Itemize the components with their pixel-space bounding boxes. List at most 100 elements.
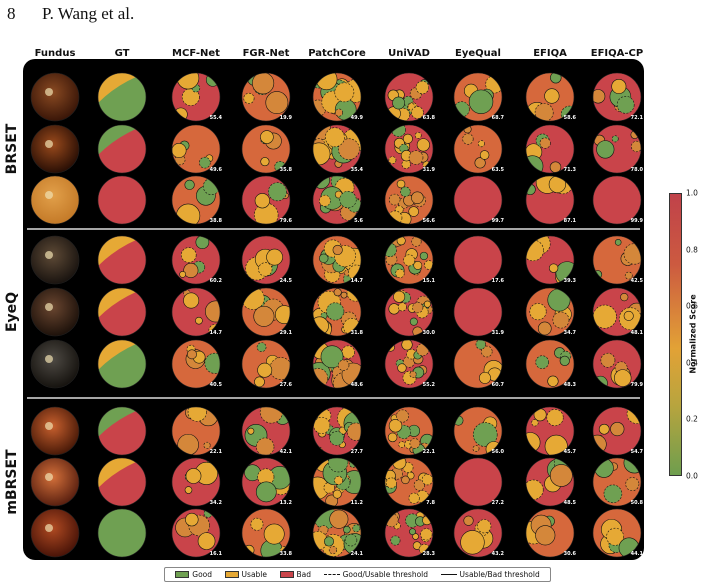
score-heatmap — [313, 340, 361, 388]
cell-outline — [30, 235, 80, 285]
cell-outline — [525, 287, 575, 337]
score-heatmap — [172, 509, 220, 557]
cell-outline — [241, 508, 291, 558]
cell-outline — [30, 175, 80, 225]
score-label: 30.6 — [564, 551, 577, 557]
cell-outline — [453, 72, 503, 122]
column-header: MCF-Net — [172, 48, 220, 59]
score-heatmap — [454, 73, 502, 121]
column-header: UniVAD — [388, 48, 430, 59]
figure-panel: 55.4 19.9 49.9 63.8 68.7 58.6 72.1 49.6 35.8 35.4… — [23, 59, 644, 560]
cell-outline — [97, 339, 147, 389]
score-heatmap — [242, 509, 290, 557]
score-heatmap — [385, 458, 433, 506]
page-number: 8 — [7, 4, 16, 23]
score-heatmap — [526, 407, 574, 455]
row-group-label: BRSET — [4, 123, 20, 175]
fundus-image — [31, 458, 79, 506]
score-label: 87.1 — [564, 218, 577, 224]
score-label: 35.8 — [280, 167, 293, 173]
cell-outline — [97, 508, 147, 558]
ground-truth-map — [98, 288, 146, 336]
score-label: 38.8 — [210, 218, 223, 224]
score-label: 56.0 — [492, 449, 505, 455]
score-label: 40.5 — [210, 382, 223, 388]
colorbar-tick: 0.6 — [686, 301, 698, 311]
score-label: 78.0 — [631, 167, 644, 173]
cell-outline — [592, 406, 642, 456]
cell-outline — [241, 124, 291, 174]
cell-outline — [171, 287, 221, 337]
ground-truth-map — [98, 458, 146, 506]
cell-outline — [171, 235, 221, 285]
score-label: 79.6 — [280, 218, 293, 224]
score-heatmap — [454, 458, 502, 506]
score-label: 50.8 — [631, 500, 644, 506]
score-heatmap — [526, 458, 574, 506]
score-label: 14.7 — [351, 278, 364, 284]
score-label: 16.1 — [210, 551, 223, 557]
cell-outline — [97, 235, 147, 285]
score-heatmap — [454, 509, 502, 557]
score-label: 5.6 — [354, 218, 363, 224]
score-heatmap — [385, 236, 433, 284]
score-heatmap — [172, 407, 220, 455]
cell-outline — [525, 339, 575, 389]
colorbar-tick: 0.0 — [686, 471, 698, 481]
cell-outline — [525, 124, 575, 174]
score-label: 48.6 — [351, 382, 364, 388]
score-label: 13.2 — [280, 500, 293, 506]
cell-outline — [592, 124, 642, 174]
row-group-label: EyeQ — [4, 291, 20, 333]
score-heatmap — [313, 73, 361, 121]
score-label: 72.1 — [631, 115, 644, 121]
column-header: Fundus — [34, 48, 76, 59]
ground-truth-map — [98, 176, 146, 224]
cell-outline — [97, 457, 147, 507]
dashed-line-icon — [323, 574, 340, 575]
score-label: 99.7 — [492, 218, 505, 224]
cell-outline — [171, 457, 221, 507]
cell-outline — [592, 235, 642, 285]
score-label: 34.2 — [210, 500, 223, 506]
fundus-image — [31, 176, 79, 224]
legend-good-usable-threshold: Good/Usable threshold — [323, 570, 428, 579]
solid-line-icon — [440, 574, 457, 575]
score-heatmap — [454, 236, 502, 284]
score-label: 33.8 — [280, 551, 293, 557]
score-heatmap — [313, 458, 361, 506]
cell-outline — [30, 287, 80, 337]
score-label: 31.8 — [351, 330, 364, 336]
cell-outline — [384, 72, 434, 122]
good-swatch — [175, 571, 190, 578]
cell-outline — [312, 406, 362, 456]
score-label: 71.3 — [564, 167, 577, 173]
bad-swatch — [279, 571, 294, 578]
cell-outline — [241, 339, 291, 389]
cell-outline — [525, 406, 575, 456]
score-heatmap — [242, 458, 290, 506]
cell-outline — [312, 508, 362, 558]
column-header: EFIQA — [533, 48, 567, 59]
cell-outline — [30, 406, 80, 456]
cell-outline — [30, 457, 80, 507]
score-heatmap — [385, 288, 433, 336]
score-label: 11.2 — [351, 500, 364, 506]
legend-bad-label: Bad — [296, 570, 312, 579]
score-label: 24.1 — [351, 551, 364, 557]
score-heatmap — [385, 176, 433, 224]
fundus-image — [31, 340, 79, 388]
score-label: 99.9 — [631, 218, 644, 224]
score-heatmap — [172, 340, 220, 388]
score-heatmap — [242, 73, 290, 121]
score-heatmap — [454, 407, 502, 455]
cell-outline — [592, 287, 642, 337]
score-heatmap — [242, 236, 290, 284]
score-heatmap — [242, 407, 290, 455]
cell-outline — [171, 124, 221, 174]
score-label: 43.2 — [492, 551, 505, 557]
score-label: 79.9 — [631, 382, 644, 388]
score-label: 29.1 — [280, 330, 293, 336]
score-label: 28.3 — [423, 551, 436, 557]
cell-outline — [384, 406, 434, 456]
